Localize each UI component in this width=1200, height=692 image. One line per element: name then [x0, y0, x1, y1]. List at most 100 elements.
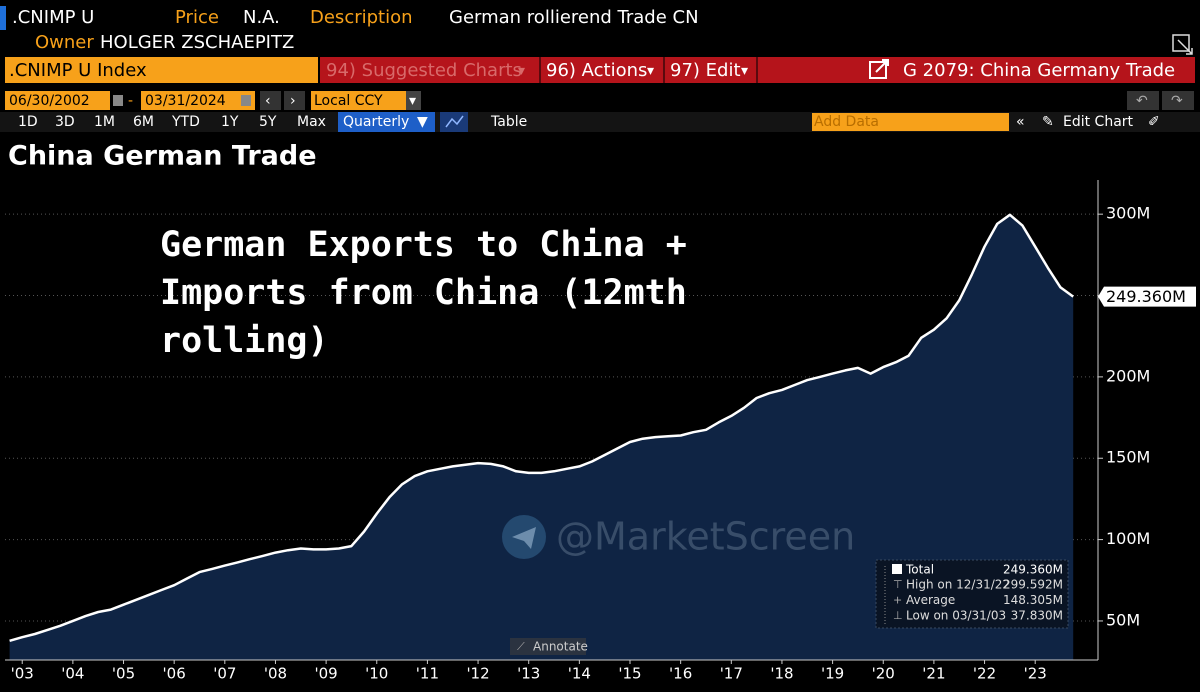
chart-type-icon [445, 115, 464, 128]
pencil-icon: ✎ [1042, 114, 1054, 130]
legend-swatch [892, 564, 902, 574]
annotate-button[interactable] [510, 638, 586, 655]
prev-arrow: ‹ [265, 93, 271, 109]
end-date: 03/31/2024 [145, 93, 226, 109]
x-tick-label: '07 [213, 665, 236, 683]
legend-stat-value: 37.830M [1011, 609, 1063, 623]
next-arrow: › [290, 93, 296, 109]
annotation: rolling) [160, 321, 329, 361]
date-dash: - [128, 93, 133, 109]
redo-button[interactable] [1162, 91, 1194, 110]
legend-symbol: ⊤ [893, 578, 903, 591]
x-tick-label: '13 [517, 665, 540, 683]
watermark: @MarketScreen [556, 515, 855, 559]
add-data-field[interactable] [812, 113, 1009, 131]
period-button[interactable]: Max [297, 114, 326, 130]
x-tick-label: '18 [770, 665, 793, 683]
x-tick-label: '08 [264, 665, 287, 683]
table-button[interactable]: Table [490, 114, 527, 130]
x-tick-label: '22 [973, 665, 996, 683]
line [9, 213, 1074, 643]
menu-actions[interactable]: 96) Actions [546, 60, 647, 81]
period-button[interactable]: 1M [94, 114, 115, 130]
x-tick-label: '20 [872, 665, 895, 683]
next-button[interactable] [284, 91, 305, 110]
redo-icon: ↷ [1171, 93, 1183, 109]
undo-button[interactable] [1127, 91, 1159, 110]
x-tick-label: '05 [112, 665, 135, 683]
settings-icon[interactable]: ✐ [1148, 114, 1160, 130]
period-button[interactable]: 1Y [221, 114, 239, 130]
x-tick-label: '16 [669, 665, 692, 683]
legend-stat-label: High on 12/31/22 [906, 578, 1010, 592]
x-tick-label: '14 [568, 665, 591, 683]
legend-value: 249.360M [1003, 563, 1063, 577]
dropdown-arrow: ▼ [417, 114, 428, 130]
area [9, 214, 1074, 661]
price: N.A. [243, 7, 280, 28]
y-tick-label: 100M [1106, 529, 1150, 548]
currency: Local CCY [314, 93, 383, 109]
legend-stat-label: Average [906, 593, 955, 607]
x-tick-label: '19 [821, 665, 844, 683]
add-data: Add Data [814, 114, 879, 130]
x-tick-label: '23 [1024, 665, 1047, 683]
x-tick-label: '12 [466, 665, 489, 683]
ticker: .CNIMP U [12, 7, 94, 28]
launch-icon[interactable] [869, 59, 889, 79]
legend-label: Total [905, 563, 934, 577]
popout-icon[interactable] [1172, 34, 1193, 55]
y-tick-label: 150M [1106, 448, 1150, 467]
end-date-field[interactable] [141, 91, 255, 110]
annotate-label: Annotate [533, 640, 588, 654]
currency-field[interactable] [311, 91, 406, 110]
menu-arrow: ▾ [518, 63, 525, 79]
frequency-field[interactable] [338, 112, 435, 132]
prev-button[interactable] [260, 91, 281, 110]
plot: 50M100M150M200M250M300M'03'04'05'06'07'0… [5, 180, 1196, 683]
period-button[interactable]: 6M [133, 114, 154, 130]
last-value-pointer [1098, 286, 1196, 307]
edit-chart[interactable]: Edit Chart [1063, 114, 1134, 130]
y-tick-label: 300M [1106, 204, 1150, 223]
calendar-icon[interactable] [241, 95, 251, 106]
annotate-icon: ⟋ [517, 640, 525, 653]
legend-symbol: + [893, 594, 902, 607]
calendar-icon[interactable] [113, 95, 123, 106]
collapse-icon[interactable]: « [1016, 114, 1025, 130]
x-tick-label: '17 [720, 665, 743, 683]
x-tick-label: '04 [61, 665, 84, 683]
description: German rollierend Trade CN [449, 7, 699, 28]
legend-symbol: ⊥ [893, 609, 903, 622]
period-button[interactable]: 5Y [259, 114, 277, 130]
annotation: Imports from China (12mth [160, 273, 687, 313]
last-value-label: 249.360M [1106, 287, 1186, 306]
x-tick-label: '09 [315, 665, 338, 683]
currency-dropdown[interactable] [406, 91, 421, 110]
owner: HOLGER ZSCHAEPITZ [100, 32, 294, 53]
period-button[interactable]: 3D [55, 114, 75, 130]
period-button[interactable]: 1D [18, 114, 38, 130]
chart-name: G 2079: China Germany Trade [903, 60, 1175, 81]
description-label: Description [310, 7, 413, 28]
chart-title: China German Trade [8, 141, 317, 172]
frequency: Quarterly [343, 114, 409, 130]
start-date-field[interactable] [5, 91, 110, 110]
x-tick-label: '21 [922, 665, 945, 683]
x-tick-label: '10 [365, 665, 388, 683]
menu-edit[interactable]: 97) Edit [670, 60, 741, 81]
watermark-plane [512, 527, 536, 549]
price-label: Price [175, 7, 219, 28]
security-field[interactable] [5, 57, 318, 83]
y-tick-label: 50M [1106, 610, 1140, 629]
menu-suggested[interactable]: 94) Suggested Charts [326, 60, 522, 81]
start-date: 06/30/2002 [9, 93, 90, 109]
annotation: German Exports to China + [160, 225, 687, 265]
legend-stat-value: 148.305M [1003, 593, 1063, 607]
y-tick-label: 200M [1106, 366, 1150, 385]
security-marker [0, 6, 6, 30]
period-button[interactable]: YTD [171, 114, 200, 130]
legend-stat-value: 299.592M [1003, 578, 1063, 592]
